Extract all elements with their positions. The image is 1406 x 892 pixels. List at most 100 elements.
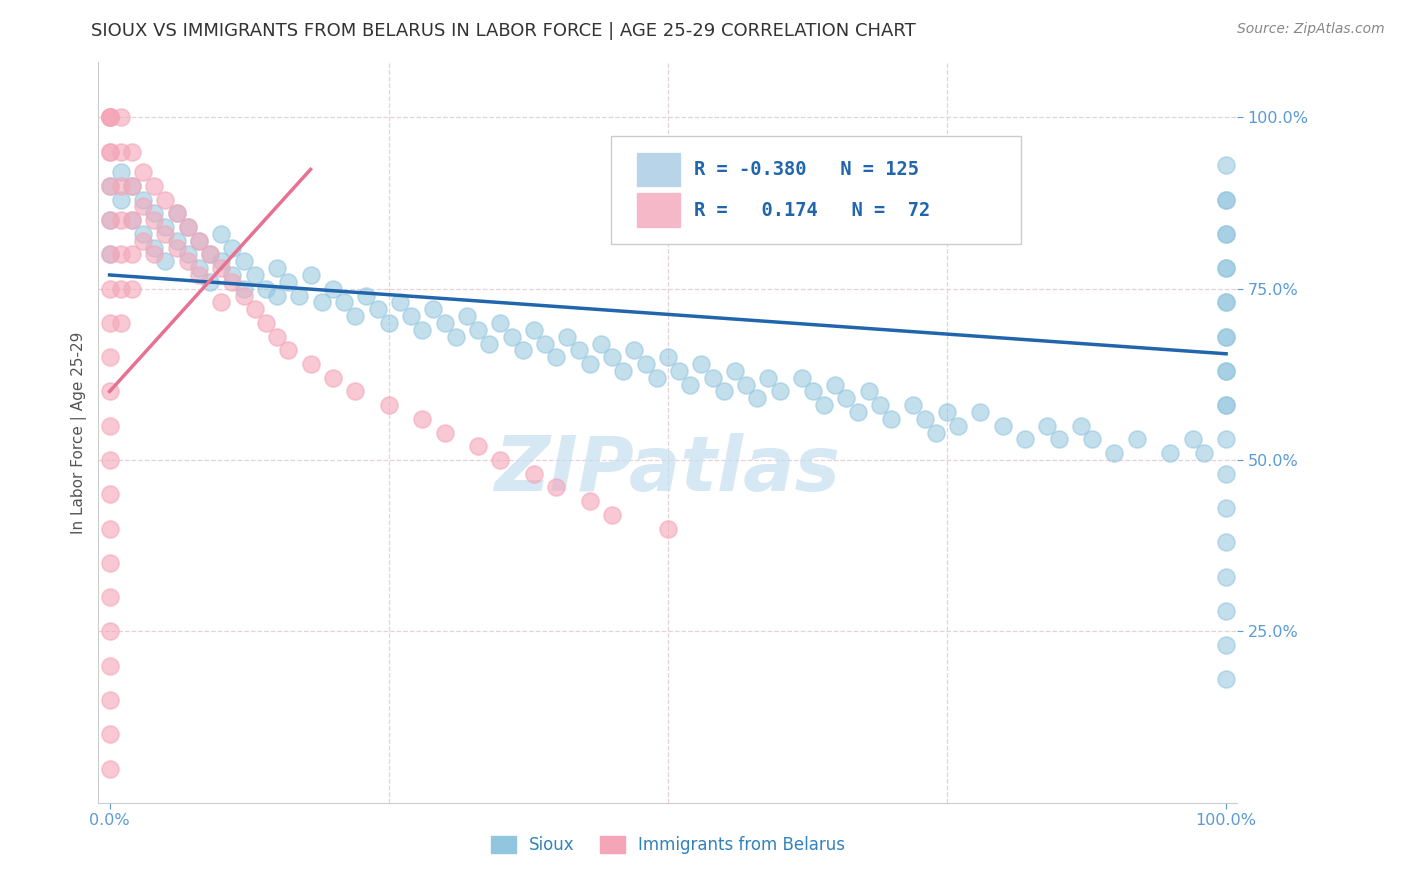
Point	[277, 275, 299, 289]
Point	[411, 323, 433, 337]
Point	[110, 193, 132, 207]
Point	[523, 323, 546, 337]
Point	[198, 275, 221, 289]
Point	[1215, 261, 1237, 276]
Point	[110, 247, 132, 261]
Text: R = -0.380   N = 125: R = -0.380 N = 125	[695, 161, 920, 179]
Point	[578, 357, 600, 371]
Point	[1215, 569, 1237, 583]
Point	[1215, 501, 1237, 516]
Point	[1215, 604, 1237, 618]
Point	[657, 522, 679, 536]
Point	[98, 624, 121, 639]
Point	[1159, 446, 1181, 460]
Bar	[637, 194, 681, 227]
Point	[121, 145, 143, 159]
Point	[377, 398, 399, 412]
Point	[221, 268, 243, 282]
Point	[768, 384, 790, 399]
Point	[444, 329, 467, 343]
Point	[388, 295, 411, 310]
Point	[612, 364, 634, 378]
Point	[143, 213, 166, 227]
Point	[623, 343, 645, 358]
Point	[456, 309, 478, 323]
Point	[969, 405, 991, 419]
Point	[1215, 467, 1237, 481]
Point	[1215, 398, 1237, 412]
Point	[221, 240, 243, 255]
Point	[110, 213, 132, 227]
Point	[187, 268, 209, 282]
Point	[155, 193, 177, 207]
Point	[221, 275, 243, 289]
Point	[1215, 261, 1237, 276]
Point	[936, 405, 959, 419]
Point	[98, 213, 121, 227]
Point	[1215, 295, 1237, 310]
Point	[187, 234, 209, 248]
Point	[243, 302, 266, 317]
Point	[399, 309, 422, 323]
Point	[299, 357, 322, 371]
Point	[98, 727, 121, 741]
Point	[177, 219, 200, 234]
Point	[98, 658, 121, 673]
Point	[266, 261, 288, 276]
Point	[1215, 433, 1237, 447]
Point	[869, 398, 891, 412]
Point	[422, 302, 444, 317]
Point	[232, 282, 254, 296]
Point	[1215, 398, 1237, 412]
Point	[835, 392, 858, 406]
Point	[344, 309, 367, 323]
Point	[98, 350, 121, 364]
Y-axis label: In Labor Force | Age 25-29: In Labor Force | Age 25-29	[72, 332, 87, 533]
Point	[333, 295, 356, 310]
Point	[946, 418, 969, 433]
Point	[98, 453, 121, 467]
Point	[489, 316, 512, 330]
Point	[1104, 446, 1126, 460]
Point	[367, 302, 389, 317]
Point	[925, 425, 948, 440]
Point	[166, 206, 188, 220]
Point	[1081, 433, 1104, 447]
Point	[132, 193, 155, 207]
Point	[166, 240, 188, 255]
Point	[121, 213, 143, 227]
Point	[467, 439, 489, 453]
Point	[98, 178, 121, 193]
Point	[634, 357, 657, 371]
Point	[110, 165, 132, 179]
Point	[589, 336, 612, 351]
Point	[98, 590, 121, 604]
Point	[1215, 535, 1237, 549]
Point	[1036, 418, 1059, 433]
Point	[1126, 433, 1149, 447]
Point	[98, 522, 121, 536]
Point	[534, 336, 557, 351]
Point	[512, 343, 534, 358]
Point	[121, 282, 143, 296]
Point	[209, 254, 232, 268]
Point	[747, 392, 769, 406]
Point	[98, 556, 121, 570]
Point	[1215, 227, 1237, 241]
Point	[98, 178, 121, 193]
Point	[98, 110, 121, 124]
Point	[232, 288, 254, 302]
Point	[567, 343, 589, 358]
Point	[846, 405, 869, 419]
Point	[690, 357, 713, 371]
Text: Source: ZipAtlas.com: Source: ZipAtlas.com	[1237, 22, 1385, 37]
Point	[713, 384, 735, 399]
Point	[914, 412, 936, 426]
Point	[546, 480, 568, 494]
Point	[155, 227, 177, 241]
Point	[433, 425, 456, 440]
Point	[110, 316, 132, 330]
Point	[254, 316, 277, 330]
Point	[98, 145, 121, 159]
Text: ZIPatlas: ZIPatlas	[495, 433, 841, 507]
